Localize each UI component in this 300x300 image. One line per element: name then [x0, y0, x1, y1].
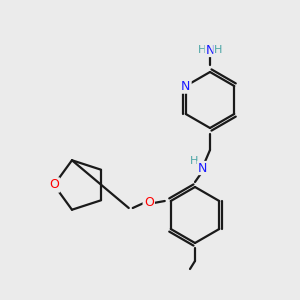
Text: H: H: [198, 45, 206, 55]
Text: H: H: [190, 156, 198, 166]
Text: N: N: [197, 161, 207, 175]
Text: H: H: [214, 45, 222, 55]
Text: N: N: [205, 44, 215, 56]
Text: N: N: [181, 80, 190, 92]
Text: O: O: [144, 196, 154, 209]
Text: O: O: [49, 178, 59, 191]
